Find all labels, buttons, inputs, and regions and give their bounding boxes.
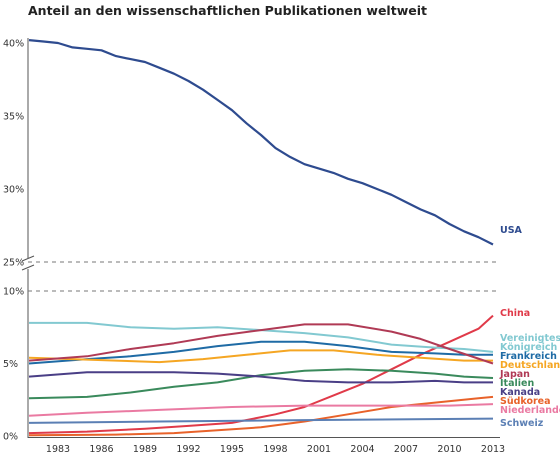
series-line-italien <box>28 368 494 400</box>
y-tick-label: 25% <box>3 258 24 269</box>
label-switzerland: Schweiz <box>500 418 544 429</box>
label-usa: USA <box>500 225 523 236</box>
y-tick-label: 0% <box>3 432 18 443</box>
x-tick-label: 1983 <box>46 444 70 455</box>
series-line-frankreich <box>28 340 493 365</box>
x-tick-label: 2007 <box>394 444 418 455</box>
series-labels: USA China Vereinigtes Königreich Frankre… <box>499 225 560 429</box>
series-line-usa <box>28 39 494 246</box>
series-line-schweiz <box>28 417 494 424</box>
label-uk-line1: Vereinigtes <box>500 333 560 344</box>
label-china: China <box>500 308 530 319</box>
y-tick-label: 30% <box>3 185 24 196</box>
chart-title: Anteil an den wissenschaftlichen Publika… <box>28 3 427 18</box>
axis-break-mark-lower <box>21 264 35 271</box>
y-tick-label: 40% <box>3 39 24 50</box>
series-line-china <box>28 314 494 435</box>
x-tick-label: 1992 <box>176 444 200 455</box>
label-netherlands: Niederlande <box>500 405 560 416</box>
x-tick-label: 1989 <box>133 444 157 455</box>
y-tick-labels: 25% 30% 35% 40% 0% 5% 10% <box>3 39 24 443</box>
series-line-niederlande <box>28 403 494 417</box>
label-korea: Südkorea <box>500 396 551 407</box>
label-france: Frankreich <box>500 351 557 362</box>
series-line-japan <box>28 323 494 365</box>
y-axis <box>21 38 35 438</box>
series-line-deutschland <box>28 349 493 364</box>
x-tick-label: 2004 <box>350 444 374 455</box>
y-tick-label: 10% <box>3 287 24 298</box>
series-line-südkorea <box>28 395 494 437</box>
x-tick-label: 1995 <box>220 444 244 455</box>
x-tick-label: 1986 <box>89 444 113 455</box>
series-line-kanada <box>28 371 493 384</box>
label-uk-line2: Königreich <box>500 342 558 353</box>
x-tick-label: 2001 <box>307 444 331 455</box>
label-germany: Deutschland <box>500 360 560 371</box>
label-canada: Kanada <box>500 387 540 398</box>
label-italy: Italien <box>500 378 534 389</box>
x-tick-label: 1998 <box>263 444 287 455</box>
series-line-vereinigtes-königreich <box>29 321 494 353</box>
y-tick-label: 5% <box>3 359 18 370</box>
x-tick-label: 2010 <box>437 444 461 455</box>
series-lines <box>28 39 494 437</box>
x-tick-label: 2013 <box>481 444 505 455</box>
y-tick-label: 35% <box>3 112 24 123</box>
axis-break-mark-upper <box>21 255 35 262</box>
x-tick-labels: 1983 1986 1989 1992 1995 1998 2001 2004 2007 2010… <box>46 444 505 455</box>
label-japan: Japan <box>499 369 530 380</box>
